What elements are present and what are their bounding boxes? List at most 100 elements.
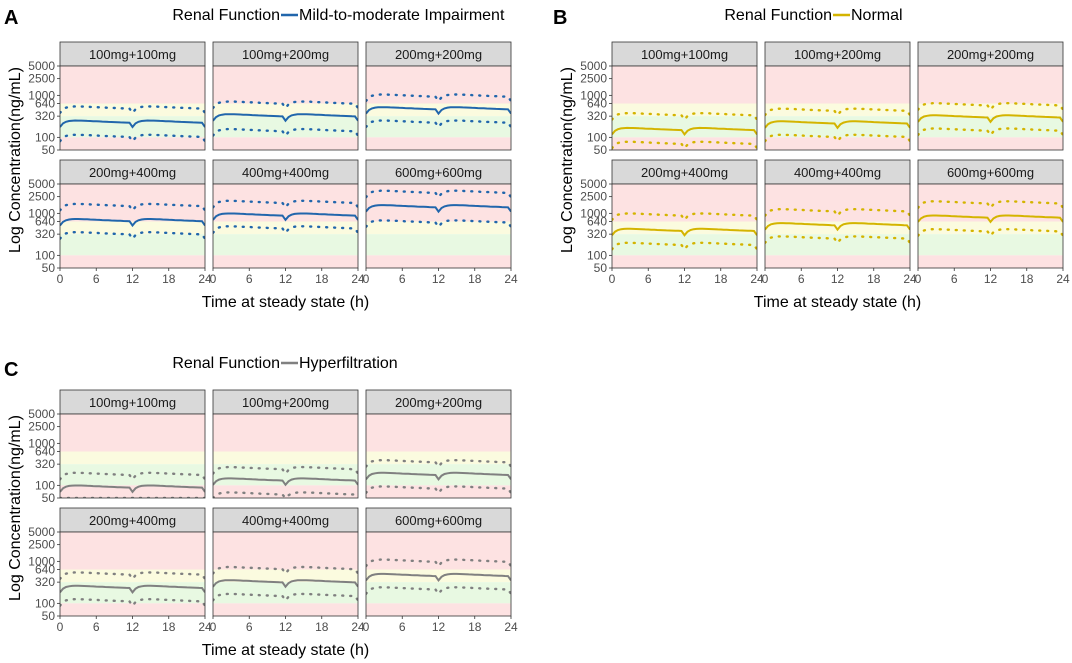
band-upper <box>213 221 358 235</box>
y-tick-label: 50 <box>594 261 608 275</box>
x-tick-label: 18 <box>468 272 482 286</box>
panel-A: A Renal Function Mild-to-moderate Impairme… <box>4 7 518 311</box>
x-tick-label: 12 <box>126 620 140 634</box>
y-axis-title: Log Concentration(ng/mL) <box>559 67 576 253</box>
upper-bound-line <box>60 202 205 213</box>
upper-bound-line <box>366 189 511 200</box>
y-tick-label: 5000 <box>580 177 607 191</box>
lower-bound-line <box>213 127 358 138</box>
x-tick-label: 0 <box>762 272 769 286</box>
band-toxic <box>612 66 757 104</box>
y-tick-label: 1000 <box>28 206 55 220</box>
band-upper <box>366 103 511 117</box>
band-upper <box>366 569 511 583</box>
band-low <box>366 255 511 268</box>
panel-letter: C <box>4 359 18 381</box>
y-tick-label: 640 <box>35 562 55 576</box>
panel-border <box>212 413 359 499</box>
band-upper <box>918 103 1063 117</box>
facet-B-6: 600mg+600mg 0 6 12 18 24 <box>915 159 1070 286</box>
facet-B-3: 200mg+200mg <box>917 41 1064 151</box>
x-tick-label: 0 <box>57 620 64 634</box>
x-tick-label: 6 <box>645 272 652 286</box>
facet-strip <box>764 41 911 67</box>
band-upper <box>612 221 757 235</box>
x-tick-label: 24 <box>1056 272 1070 286</box>
facet-B-2: 100mg+200mg <box>764 41 911 151</box>
band-low <box>612 255 757 268</box>
band-low <box>213 137 358 150</box>
band-upper <box>60 221 205 235</box>
median-line <box>60 218 205 228</box>
x-tick-label: 0 <box>363 272 370 286</box>
facet-label: 100mg+100mg <box>89 395 176 410</box>
band-upper <box>366 221 511 235</box>
y-tick-label: 320 <box>35 575 55 589</box>
panel-border <box>59 413 206 499</box>
upper-bound-line <box>60 471 205 482</box>
facet-strip <box>59 159 206 185</box>
facet-label: 200mg+400mg <box>89 513 176 528</box>
x-axis-title: Time at steady state (h) <box>202 294 369 311</box>
band-low <box>213 255 358 268</box>
y-tick-label: 100 <box>35 478 55 492</box>
facet-A-3: 200mg+200mg <box>365 41 512 151</box>
upper-bound-line <box>213 565 358 576</box>
band-upper <box>213 451 358 465</box>
facet-strip <box>212 507 359 533</box>
upper-bound-line <box>213 199 358 210</box>
y-tick-label: 1000 <box>580 88 607 102</box>
x-tick-label: 12 <box>984 272 998 286</box>
facet-A-6: 600mg+600mg 0 6 12 18 24 <box>363 159 518 286</box>
panel-border <box>365 413 512 499</box>
upper-bound-line <box>765 208 910 218</box>
facet-label: 100mg+100mg <box>641 47 728 62</box>
legend-label: Hyperfiltration <box>299 355 398 372</box>
band-toxic <box>765 184 910 222</box>
x-tick-label: 24 <box>351 620 365 634</box>
y-tick-label: 5000 <box>28 407 55 421</box>
lower-bound-line <box>765 133 910 144</box>
band-toxic <box>60 414 205 452</box>
y-tick-label: 2500 <box>580 190 607 204</box>
x-tick-label: 18 <box>1020 272 1034 286</box>
y-axis-title: Log Concentration(ng/mL) <box>7 67 24 253</box>
band-low <box>366 603 511 616</box>
band-upper <box>918 221 1063 235</box>
band-toxic <box>366 414 511 452</box>
y-tick-label: 50 <box>42 261 56 275</box>
band-therapeutic <box>918 234 1063 256</box>
band-low <box>60 137 205 150</box>
median-line <box>213 212 358 222</box>
upper-bound-line <box>918 102 1063 112</box>
band-upper <box>612 103 757 117</box>
lower-bound-line <box>60 133 205 144</box>
band-toxic <box>213 414 358 452</box>
facet-label: 200mg+400mg <box>89 165 176 180</box>
band-therapeutic <box>366 116 511 138</box>
facet-strip <box>917 41 1064 67</box>
median-line <box>60 584 205 594</box>
band-upper <box>213 569 358 583</box>
band-therapeutic <box>612 234 757 256</box>
upper-bound-line <box>366 93 511 103</box>
y-tick-label: 100 <box>587 130 607 144</box>
y-tick-label: 100 <box>35 596 55 610</box>
x-tick-label: 6 <box>93 620 100 634</box>
band-toxic <box>213 532 358 570</box>
y-tick-label: 320 <box>587 227 607 241</box>
upper-bound-line <box>213 465 358 476</box>
panel-border <box>365 65 512 151</box>
y-tick-label: 640 <box>35 444 55 458</box>
facet-strip <box>212 389 359 415</box>
y-tick-label: 50 <box>42 491 56 505</box>
band-toxic <box>366 184 511 222</box>
band-upper <box>765 103 910 117</box>
x-tick-label: 6 <box>246 620 253 634</box>
band-toxic <box>366 66 511 104</box>
x-tick-label: 18 <box>315 620 329 634</box>
upper-bound-line <box>366 459 511 469</box>
